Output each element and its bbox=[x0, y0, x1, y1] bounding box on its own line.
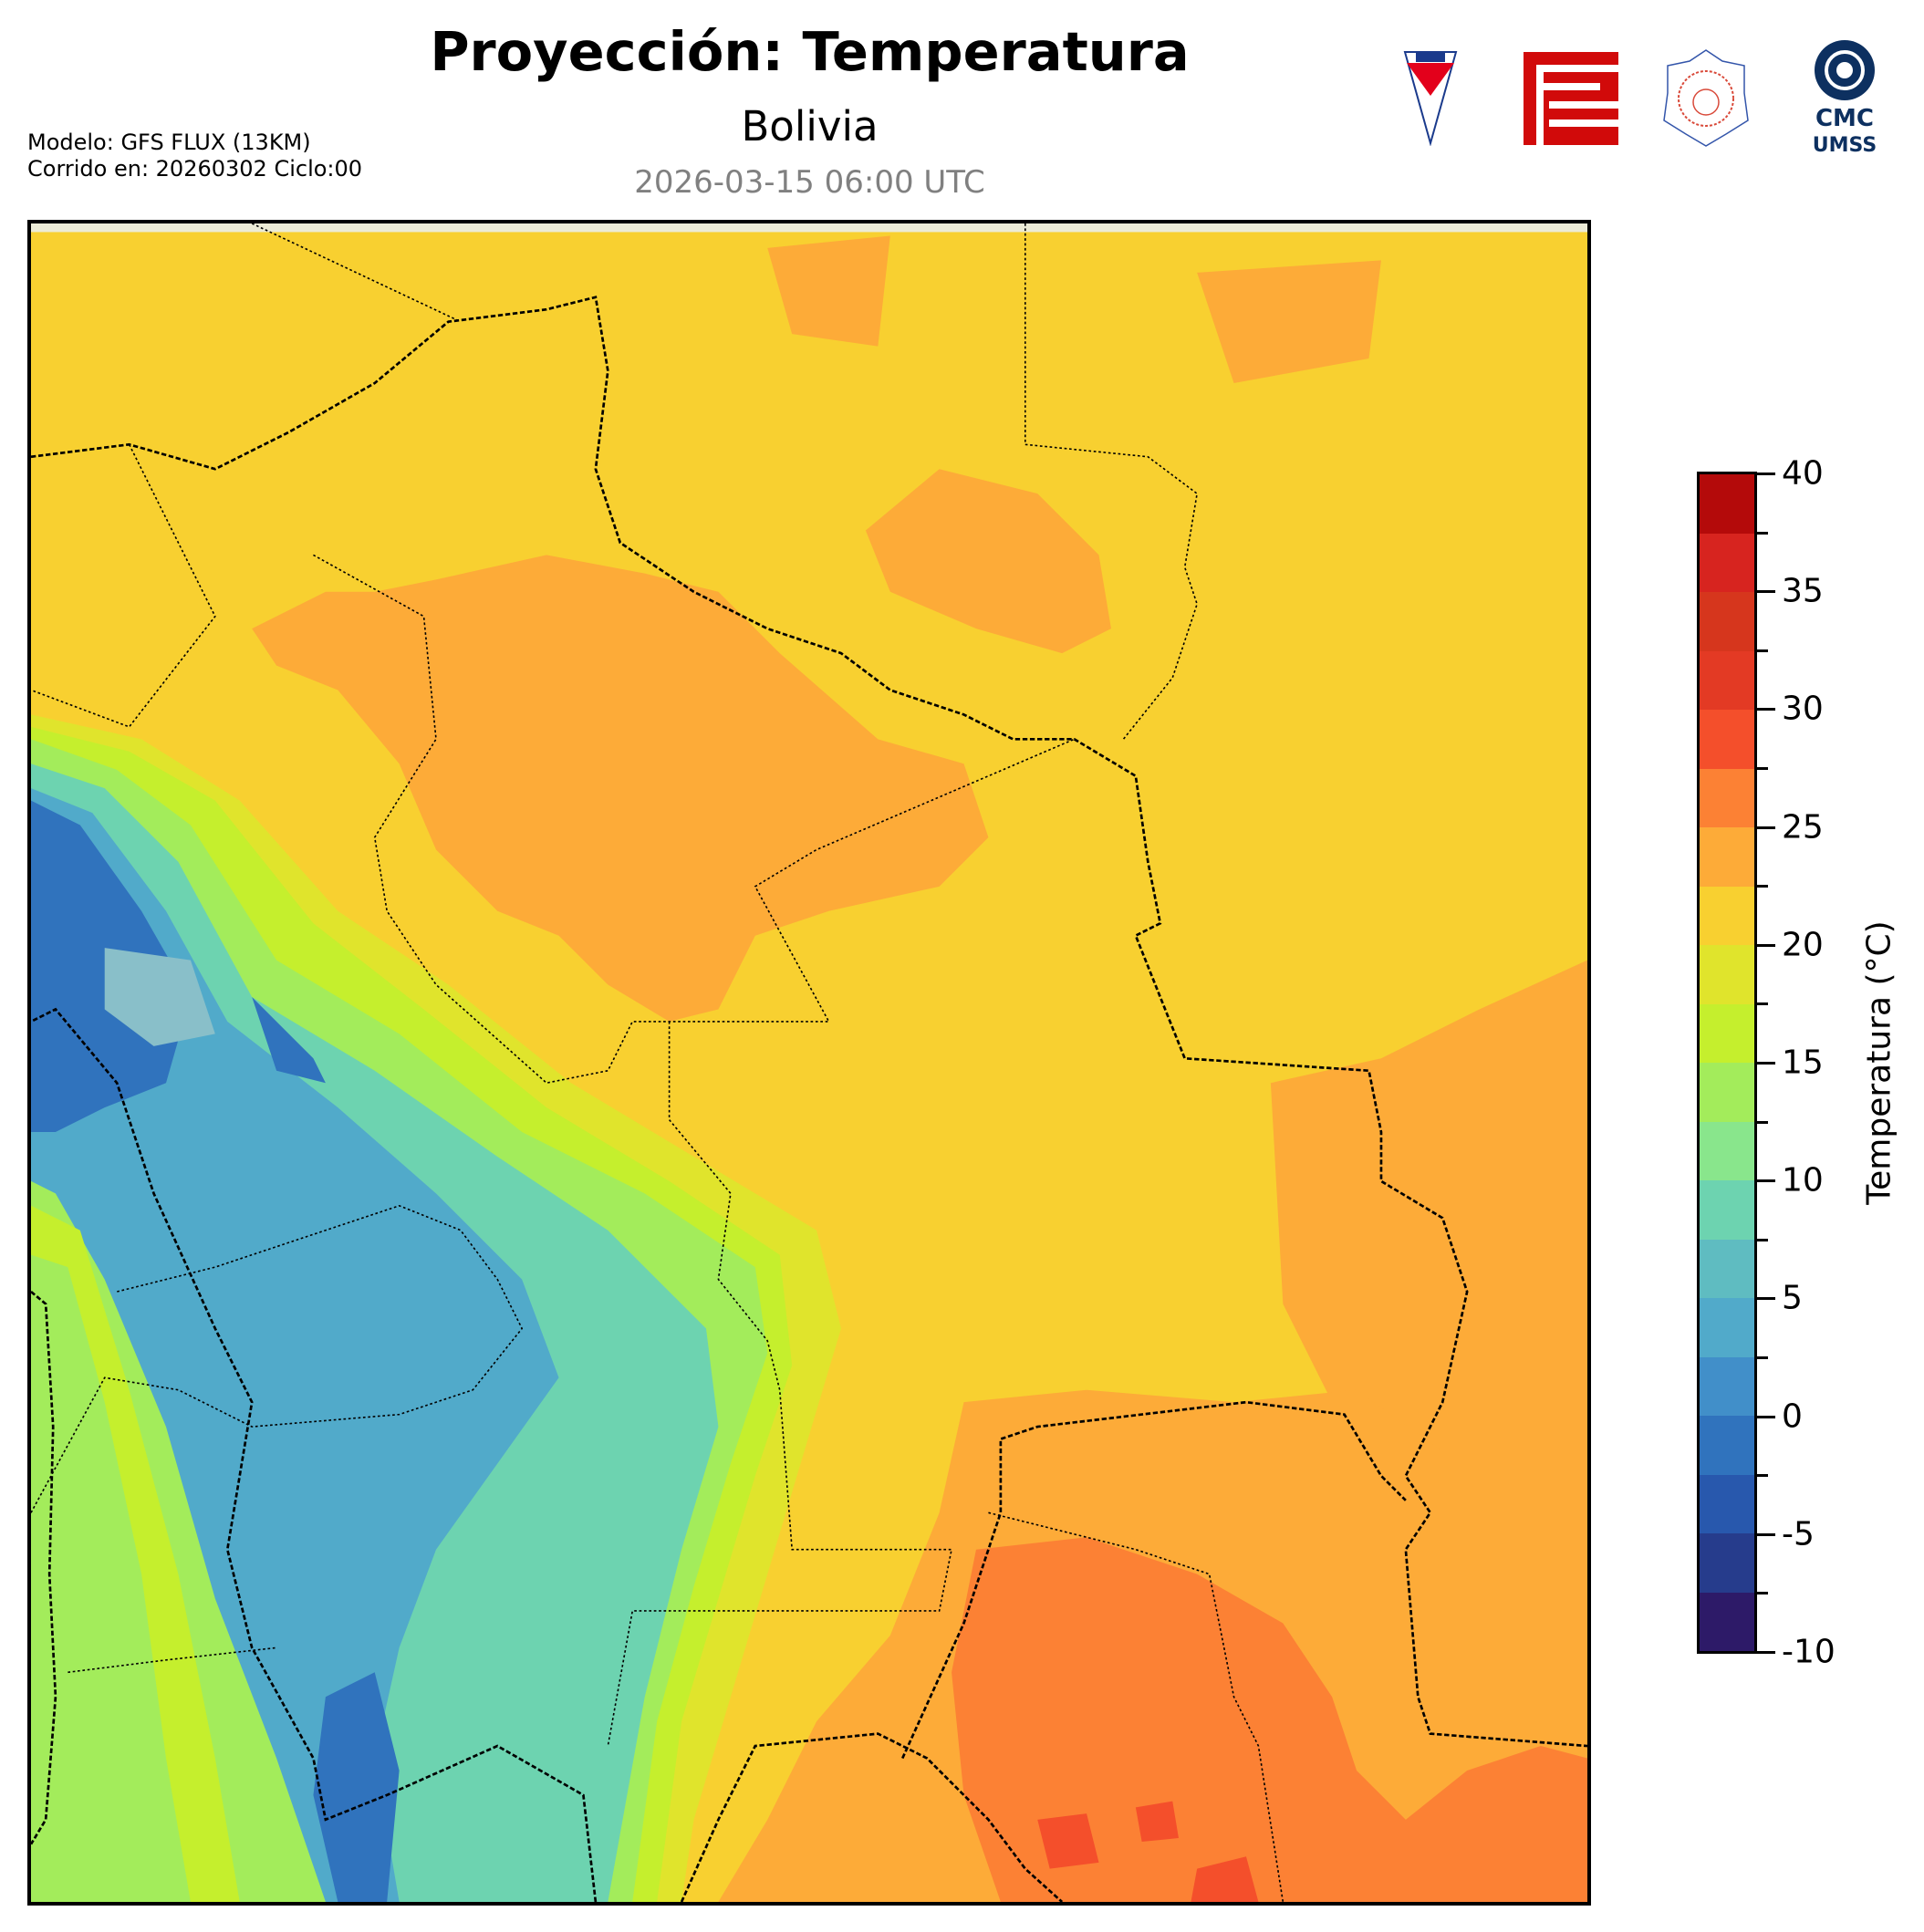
colorbar-tick bbox=[1757, 1179, 1775, 1183]
run-info: Corrido en: 20260302 Ciclo:00 bbox=[27, 156, 363, 182]
umss-text: UMSS bbox=[1813, 134, 1877, 157]
temperature-map bbox=[27, 220, 1591, 1906]
colorbar-bin bbox=[1700, 1239, 1754, 1298]
country-borders bbox=[31, 296, 1587, 1902]
hot-region-south bbox=[952, 1537, 1587, 1902]
colorbar-bin bbox=[1700, 768, 1754, 827]
colorbar-tick bbox=[1757, 708, 1775, 712]
colorbar-tick-label: 20 bbox=[1782, 926, 1824, 964]
warm-region-top bbox=[767, 235, 1381, 383]
region-subtitle: Bolivia bbox=[741, 102, 879, 151]
colorbar-tick-label: 40 bbox=[1782, 454, 1824, 493]
colorbar bbox=[1697, 472, 1757, 1654]
hottest-spots bbox=[1037, 1801, 1259, 1902]
cold-lake bbox=[104, 948, 215, 1046]
province-borders bbox=[31, 223, 1284, 1902]
colorbar-bin bbox=[1700, 1416, 1754, 1475]
colorbar-tick bbox=[1757, 473, 1775, 475]
colorbar-bin bbox=[1700, 1356, 1754, 1416]
valid-time: 2026-03-15 06:00 UTC bbox=[634, 164, 985, 201]
colorbar-bin bbox=[1700, 710, 1754, 769]
colorbar-tick bbox=[1757, 649, 1768, 652]
colorbar-tick-label: 10 bbox=[1782, 1161, 1824, 1200]
colorbar-tick bbox=[1757, 1592, 1768, 1595]
colorbar-bin bbox=[1700, 650, 1754, 710]
colorbar-tick bbox=[1757, 1002, 1768, 1006]
colorbar-tick-label: 0 bbox=[1782, 1397, 1803, 1436]
colorbar-tick-label: -10 bbox=[1782, 1633, 1836, 1671]
cmc-text: CMC bbox=[1815, 105, 1874, 132]
cmc-umss-logo-icon: CMC UMSS bbox=[1813, 40, 1877, 157]
colorbar-bin bbox=[1700, 533, 1754, 592]
colorbar-tick bbox=[1757, 1532, 1775, 1536]
umss-logo-icon bbox=[1403, 51, 1458, 146]
warm-region-northeast bbox=[865, 469, 1111, 654]
colorbar-bin bbox=[1700, 1533, 1754, 1593]
colorbar-tick bbox=[1757, 1297, 1775, 1301]
colorbar-tick-label: 25 bbox=[1782, 808, 1824, 847]
colorbar-bin bbox=[1700, 886, 1754, 945]
colorbar-tick-label: 30 bbox=[1782, 690, 1824, 728]
colorbar-bin bbox=[1700, 1180, 1754, 1240]
colorbar-tick bbox=[1757, 531, 1768, 535]
colorbar-bin bbox=[1700, 827, 1754, 887]
colorbar-tick bbox=[1757, 1474, 1768, 1478]
colorbar-tick bbox=[1757, 943, 1775, 947]
warm-region-east bbox=[1270, 960, 1587, 1902]
colorbar-tick bbox=[1757, 1651, 1775, 1654]
colorbar-tick-label: 5 bbox=[1782, 1279, 1803, 1317]
colorbar-bin bbox=[1700, 1474, 1754, 1533]
colorbar-tick bbox=[1757, 826, 1775, 829]
colorbar-tick-label: 15 bbox=[1782, 1044, 1824, 1082]
colorbar-tick bbox=[1757, 767, 1768, 770]
colorbar-tick-label: 35 bbox=[1782, 572, 1824, 610]
colorbar-tick bbox=[1757, 1120, 1768, 1124]
coast-green bbox=[31, 1254, 191, 1902]
colorbar-bin bbox=[1700, 592, 1754, 651]
colorbar-tick bbox=[1757, 1238, 1768, 1241]
colorbar-bin bbox=[1700, 1298, 1754, 1357]
colorbar-tick bbox=[1757, 1062, 1775, 1065]
colorbar-bin bbox=[1700, 1592, 1754, 1651]
colorbar-tick-label: -5 bbox=[1782, 1515, 1815, 1553]
model-info: Modelo: GFS FLUX (13KM) Corrido en: 2026… bbox=[27, 130, 362, 182]
colorbar-tick bbox=[1757, 590, 1775, 594]
coldest-region bbox=[31, 800, 400, 1902]
colorbar-bin bbox=[1700, 474, 1754, 534]
colorbar-tick bbox=[1757, 1356, 1768, 1359]
map-canvas bbox=[31, 223, 1587, 1902]
colorbar-bin bbox=[1700, 1121, 1754, 1180]
map-edge bbox=[31, 223, 1587, 233]
warm-region-north bbox=[252, 555, 989, 1022]
faculty-logo-icon bbox=[1524, 52, 1618, 145]
colorbar-tick bbox=[1757, 885, 1768, 888]
colorbar-bin bbox=[1700, 945, 1754, 1004]
physics-department-logo-icon bbox=[1663, 49, 1749, 147]
model-name: Modelo: GFS FLUX (13KM) bbox=[27, 130, 311, 155]
figure-title: Proyección: Temperatura bbox=[430, 20, 1190, 83]
colorbar-bin bbox=[1700, 1003, 1754, 1063]
colorbar-label: Temperatura (°C) bbox=[1860, 920, 1898, 1205]
colorbar-bin bbox=[1700, 1063, 1754, 1122]
colorbar-tick bbox=[1757, 1415, 1775, 1418]
